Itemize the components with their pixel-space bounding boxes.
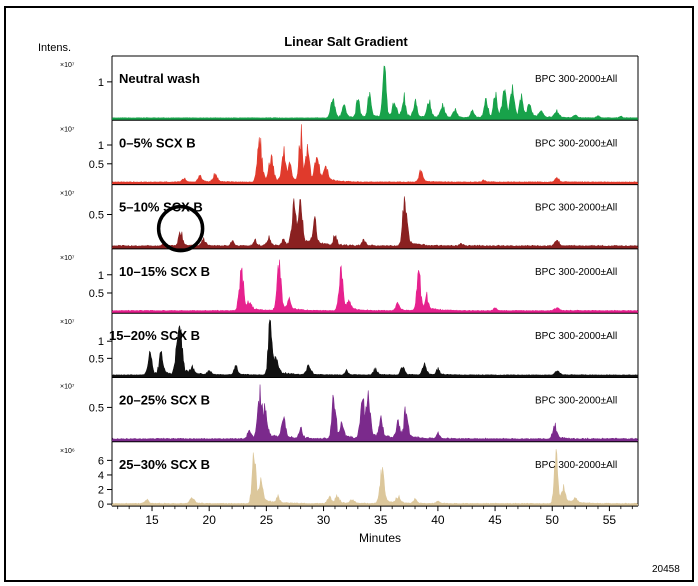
panel-trace xyxy=(111,449,639,506)
panel-3: 0.5 1 ×10⁷ 10–15% SCX B BPC 300-2000±All xyxy=(60,248,639,314)
x-axis-label: Minutes xyxy=(359,531,401,545)
y-tick-label: 1 xyxy=(98,270,104,282)
y-tick-label: 0.5 xyxy=(89,402,104,414)
panel-label: 15–20% SCX B xyxy=(109,328,200,343)
y-tick-label: 0 xyxy=(98,499,104,511)
trace-label: BPC 300-2000±All xyxy=(535,331,617,342)
y-tick-label: 4 xyxy=(98,470,104,482)
x-tick-label: 55 xyxy=(603,513,617,527)
y-tick-label: 6 xyxy=(98,455,104,467)
panel-0: 1 ×10⁷ Neutral wash BPC 300-2000±All xyxy=(60,55,639,121)
x-tick-label: 30 xyxy=(317,513,331,527)
y-tick-label: 0.5 xyxy=(89,159,104,171)
y-multiplier: ×10⁷ xyxy=(60,319,75,326)
y-multiplier: ×10⁷ xyxy=(60,191,75,198)
x-tick-label: 20 xyxy=(203,513,217,527)
chart-title: Linear Salt Gradient xyxy=(284,34,408,49)
panel-label: Neutral wash xyxy=(119,71,200,86)
y-tick-label: 1 xyxy=(98,77,104,89)
x-tick-label: 40 xyxy=(431,513,445,527)
y-tick-label: 1 xyxy=(98,336,104,348)
panel-trace xyxy=(111,65,639,120)
panel-label: 5–10% SCX B xyxy=(119,200,203,215)
panel-5: 0.5 ×10⁷ 20–25% SCX B BPC 300-2000±All xyxy=(60,377,639,442)
trace-label: BPC 300-2000±All xyxy=(535,138,617,149)
panel-1: 0.5 1 ×10⁷ 0–5% SCX B BPC 300-2000±All xyxy=(60,119,639,185)
y-tick-label: 1 xyxy=(98,140,104,152)
panel-trace xyxy=(111,384,639,442)
y-tick-label: 2 xyxy=(98,485,104,497)
panel-trace xyxy=(111,196,639,249)
chart-panels: 1 ×10⁷ Neutral wash BPC 300-2000±All 0.5 1 ×10… xyxy=(60,55,639,511)
y-axis-label: Intens. xyxy=(38,42,71,54)
panel-label: 10–15% SCX B xyxy=(119,264,210,279)
panel-trace xyxy=(111,124,639,184)
chart: Linear Salt Gradient Intens. Minutes 1 ×1… xyxy=(38,34,639,545)
panel-6: 0 2 4 6 ×10⁶ 25–30% SCX B BPC 300-2000±All xyxy=(60,441,639,511)
y-multiplier: ×10⁷ xyxy=(60,255,75,262)
panel-label: 20–25% SCX B xyxy=(119,393,210,408)
figure-frame: Linear Salt Gradient Intens. Minutes 1 ×1… xyxy=(4,6,694,582)
panel-label: 25–30% SCX B xyxy=(119,457,210,472)
y-multiplier: ×10⁷ xyxy=(60,126,75,133)
x-tick-label: 50 xyxy=(546,513,560,527)
trace-label: BPC 300-2000±All xyxy=(535,203,617,214)
trace-label: BPC 300-2000±All xyxy=(535,267,617,278)
y-multiplier: ×10⁷ xyxy=(60,384,75,391)
panel-4: 0.5 1 ×10⁷ 15–20% SCX B BPC 300-2000±All xyxy=(60,312,639,378)
trace-label: BPC 300-2000±All xyxy=(535,396,617,407)
x-tick-label: 25 xyxy=(260,513,274,527)
panel-trace xyxy=(111,259,639,313)
figure-id: 20458 xyxy=(652,564,680,575)
y-multiplier: ×10⁶ xyxy=(60,448,75,455)
y-multiplier: ×10⁷ xyxy=(60,62,75,69)
x-tick-label: 15 xyxy=(145,513,159,527)
x-tick-label: 35 xyxy=(374,513,388,527)
x-axis: 15 20 25 30 35 40 45 50 55 xyxy=(112,505,638,527)
y-tick-label: 0.5 xyxy=(89,210,104,222)
trace-label: BPC 300-2000±All xyxy=(535,74,617,85)
y-tick-label: 0.5 xyxy=(89,288,104,300)
panel-label: 0–5% SCX B xyxy=(119,135,196,150)
panel-2: 0.5 ×10⁷ 5–10% SCX B BPC 300-2000±All xyxy=(60,184,639,249)
panel-trace xyxy=(111,319,639,377)
y-tick-label: 0.5 xyxy=(89,353,104,365)
x-tick-label: 45 xyxy=(488,513,502,527)
trace-label: BPC 300-2000±All xyxy=(535,460,617,471)
annotation-circle xyxy=(156,204,205,253)
